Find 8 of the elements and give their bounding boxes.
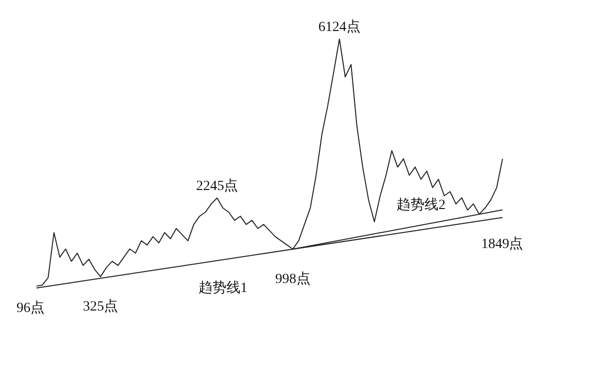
series-label: 趋势线2 <box>396 197 446 214</box>
data-label: 998点 <box>275 271 310 288</box>
data-label: 1849点 <box>481 236 524 252</box>
series-label: 趋势线1 <box>198 280 248 296</box>
data-label: 325点 <box>83 298 118 315</box>
data-label: 6124点 <box>318 19 360 35</box>
data-label: 2245点 <box>196 178 238 194</box>
data-label: 96点 <box>16 300 44 316</box>
